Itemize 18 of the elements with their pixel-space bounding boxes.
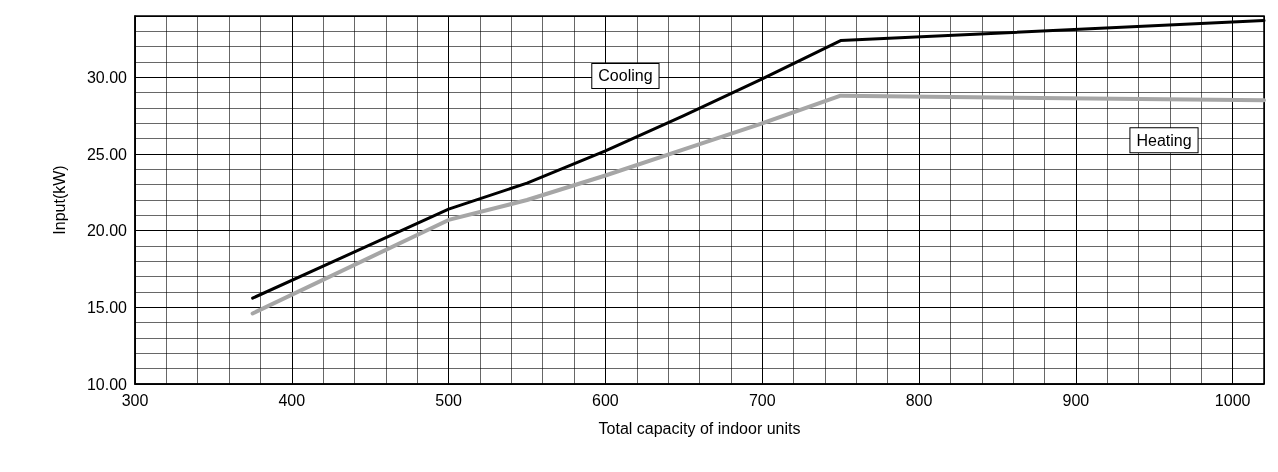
text: Heating	[1136, 131, 1192, 149]
x-tick-label: 1000	[1214, 391, 1251, 409]
x-tick-label: 700	[748, 391, 776, 409]
y-tick-label: 25.00	[86, 145, 128, 163]
y-tick-label: 15.00	[86, 298, 128, 316]
x-tick-label: 800	[905, 391, 933, 409]
x-axis-title: Total capacity of indoor units	[598, 419, 801, 437]
x-tick-label: 600	[592, 391, 619, 409]
y-axis-title: Input(kW)	[50, 165, 68, 235]
y-tick-label: 20.00	[86, 222, 128, 240]
x-tick-label: 900	[1062, 391, 1090, 409]
line-series	[250, 93, 1266, 316]
x-tick-label: 400	[278, 391, 306, 409]
y-tick-label: 10.00	[86, 375, 128, 393]
text: Cooling	[598, 67, 653, 85]
x-tick-label: 500	[435, 391, 463, 409]
x-tick-label: 300	[121, 391, 149, 409]
y-tick-label: 30.00	[86, 68, 128, 86]
